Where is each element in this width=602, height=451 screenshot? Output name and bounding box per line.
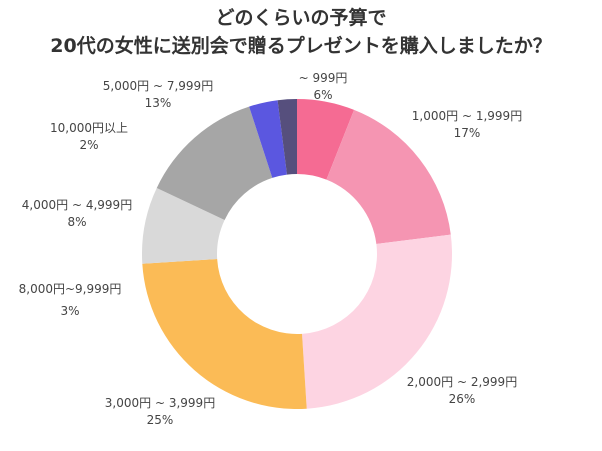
slice-2: [302, 234, 452, 409]
slice-6: [249, 100, 287, 178]
slice-1: [326, 109, 451, 244]
chart-title: どのくらいの予算で 20代の女性に送別会で贈るプレゼントを購入しましたか？: [0, 4, 602, 60]
slice-4: [142, 188, 225, 264]
slice-label: 8,000円~9,999円 3%: [18, 282, 122, 318]
title-line-2: 20代の女性に送別会で贈るプレゼントを購入しましたか？: [50, 35, 552, 57]
slice-7: [277, 99, 297, 175]
slice-label: 10,000円以上 2%: [50, 121, 128, 152]
slice-label: 4,000円 ~ 4,999円 8%: [21, 198, 133, 229]
slice-label: 2,000円 ~ 2,999円 26%: [406, 375, 518, 406]
slice-5: [156, 106, 273, 220]
slice-3: [142, 259, 307, 410]
slice-label: 1,000円 ~ 1,999円 17%: [411, 109, 523, 140]
title-line-1: どのくらいの予算で: [215, 7, 387, 29]
slice-label: 5,000円 ~ 7,999円 13%: [102, 79, 214, 110]
slice-label: ~ 999円 6%: [298, 71, 348, 102]
slice-0: [297, 99, 355, 180]
slice-label: 3,000円 ~ 3,999円 25%: [104, 396, 216, 427]
